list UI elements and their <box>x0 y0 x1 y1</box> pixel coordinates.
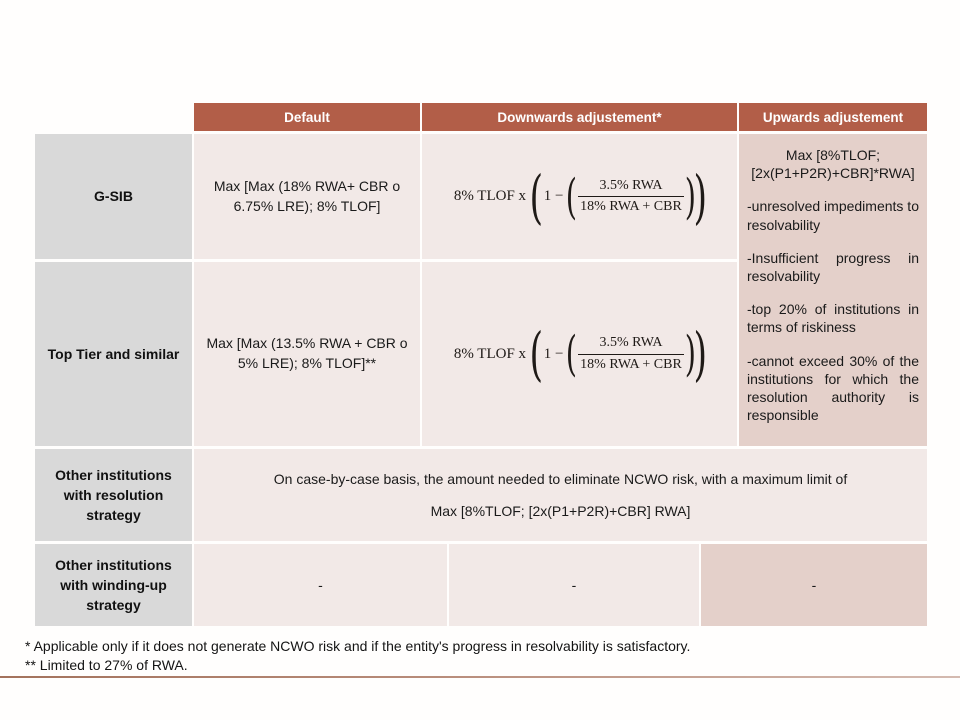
upwards-max-clause: Max [8%TLOF; [2x(P1+P2R)+CBR]*RWA] <box>751 147 915 182</box>
formula-one-minus: 1 − <box>543 188 564 204</box>
cell-resolution-merged: On case-by-case basis, the amount needed… <box>194 449 927 541</box>
col-header-downwards-label: Downwards adjustement* <box>497 109 662 125</box>
footnote-2: ** Limited to 27% of RWA. <box>25 657 188 674</box>
cell-winding-default-text: - <box>318 577 323 593</box>
bottom-divider-line <box>0 676 960 678</box>
row-header-toptier-label: Top Tier and similar <box>47 345 180 362</box>
formula-fraction: 3.5% RWA 18% RWA + CBR <box>578 177 684 216</box>
resolution-line-1: On case-by-case basis, the amount needed… <box>273 471 848 487</box>
cell-gsib-downwards: 8% TLOF x ( 1 − ( 3.5% RWA 18% RWA + CBR… <box>422 134 737 259</box>
formula-prefix: 8% TLOF x <box>453 345 527 362</box>
cell-toptier-downwards: 8% TLOF x ( 1 − ( 3.5% RWA 18% RWA + CBR… <box>422 262 737 446</box>
fraction-numerator: 3.5% RWA <box>578 177 684 197</box>
col-header-default-label: Default <box>284 109 330 125</box>
cell-toptier-default: Max [Max (13.5% RWA + CBR o 5% LRE); 8% … <box>194 262 420 446</box>
cell-winding-downwards: - <box>449 544 699 626</box>
cell-toptier-default-text: Max [Max (13.5% RWA + CBR o 5% LRE); 8% … <box>206 335 408 371</box>
upwards-bullet-2: -Insufficient progress in resolvability <box>747 249 919 284</box>
row-header-gsib: G-SIB <box>35 134 192 259</box>
col-header-upwards: Upwards adjustement <box>739 103 927 131</box>
header-spacer <box>35 103 192 131</box>
downwards-formula-toptier: 8% TLOF x ( 1 − ( 3.5% RWA 18% RWA + CBR… <box>453 320 707 388</box>
downwards-formula-gsib: 8% TLOF x ( 1 − ( 3.5% RWA 18% RWA + CBR… <box>453 162 707 231</box>
formula-one-minus: 1 − <box>543 345 564 362</box>
mrel-requirements-table: Default Downwards adjustement* Upwards a… <box>35 103 927 626</box>
cell-gsib-default: Max [Max (18% RWA+ CBR o 6.75% LRE); 8% … <box>194 134 420 259</box>
row-header-resolution: Other institutions with resolution strat… <box>35 449 192 541</box>
formula-fraction: 3.5% RWA 18% RWA + CBR <box>578 334 684 373</box>
upwards-bullet-4: -cannot exceed 30% of the institutions f… <box>747 352 919 424</box>
fraction-numerator: 3.5% RWA <box>578 334 684 355</box>
col-header-default: Default <box>194 103 420 131</box>
cell-gsib-default-text: Max [Max (18% RWA+ CBR o 6.75% LRE); 8% … <box>213 177 401 214</box>
footnote-1: * Applicable only if it does not generat… <box>25 638 691 654</box>
formula-prefix: 8% TLOF x <box>453 188 527 204</box>
cell-winding-upwards-text: - <box>811 577 817 593</box>
fraction-denominator: 18% RWA + CBR <box>580 356 682 372</box>
cell-winding-upwards: - <box>701 544 927 626</box>
fraction-denominator: 18% RWA + CBR <box>580 199 682 214</box>
col-header-downwards: Downwards adjustement* <box>422 103 737 131</box>
winding-row-cells: - - - <box>194 544 927 626</box>
cell-upwards-merged: Max [8%TLOF; [2x(P1+P2R)+CBR]*RWA] -unre… <box>739 134 927 446</box>
cell-winding-default: - <box>194 544 447 626</box>
row-header-toptier: Top Tier and similar <box>35 262 192 446</box>
resolution-line-2: Max [8%TLOF; [2x(P1+P2R)+CBR] RWA] <box>430 503 691 519</box>
row-header-resolution-label: Other institutions with resolution strat… <box>55 466 172 524</box>
row-header-gsib-label: G-SIB <box>94 188 133 205</box>
upwards-bullet-1: -unresolved impediments to resolvability <box>747 198 919 233</box>
upwards-bullet-3: -top 20% of institutions in terms of ris… <box>747 301 919 336</box>
row-header-winding: Other institutions with winding-up strat… <box>35 544 192 626</box>
col-header-upwards-label: Upwards adjustement <box>762 109 904 125</box>
row-header-winding-label: Other institutions with winding-up strat… <box>55 556 172 614</box>
cell-winding-downwards-text: - <box>571 577 577 593</box>
footnotes: * Applicable only if it does not generat… <box>25 637 690 676</box>
